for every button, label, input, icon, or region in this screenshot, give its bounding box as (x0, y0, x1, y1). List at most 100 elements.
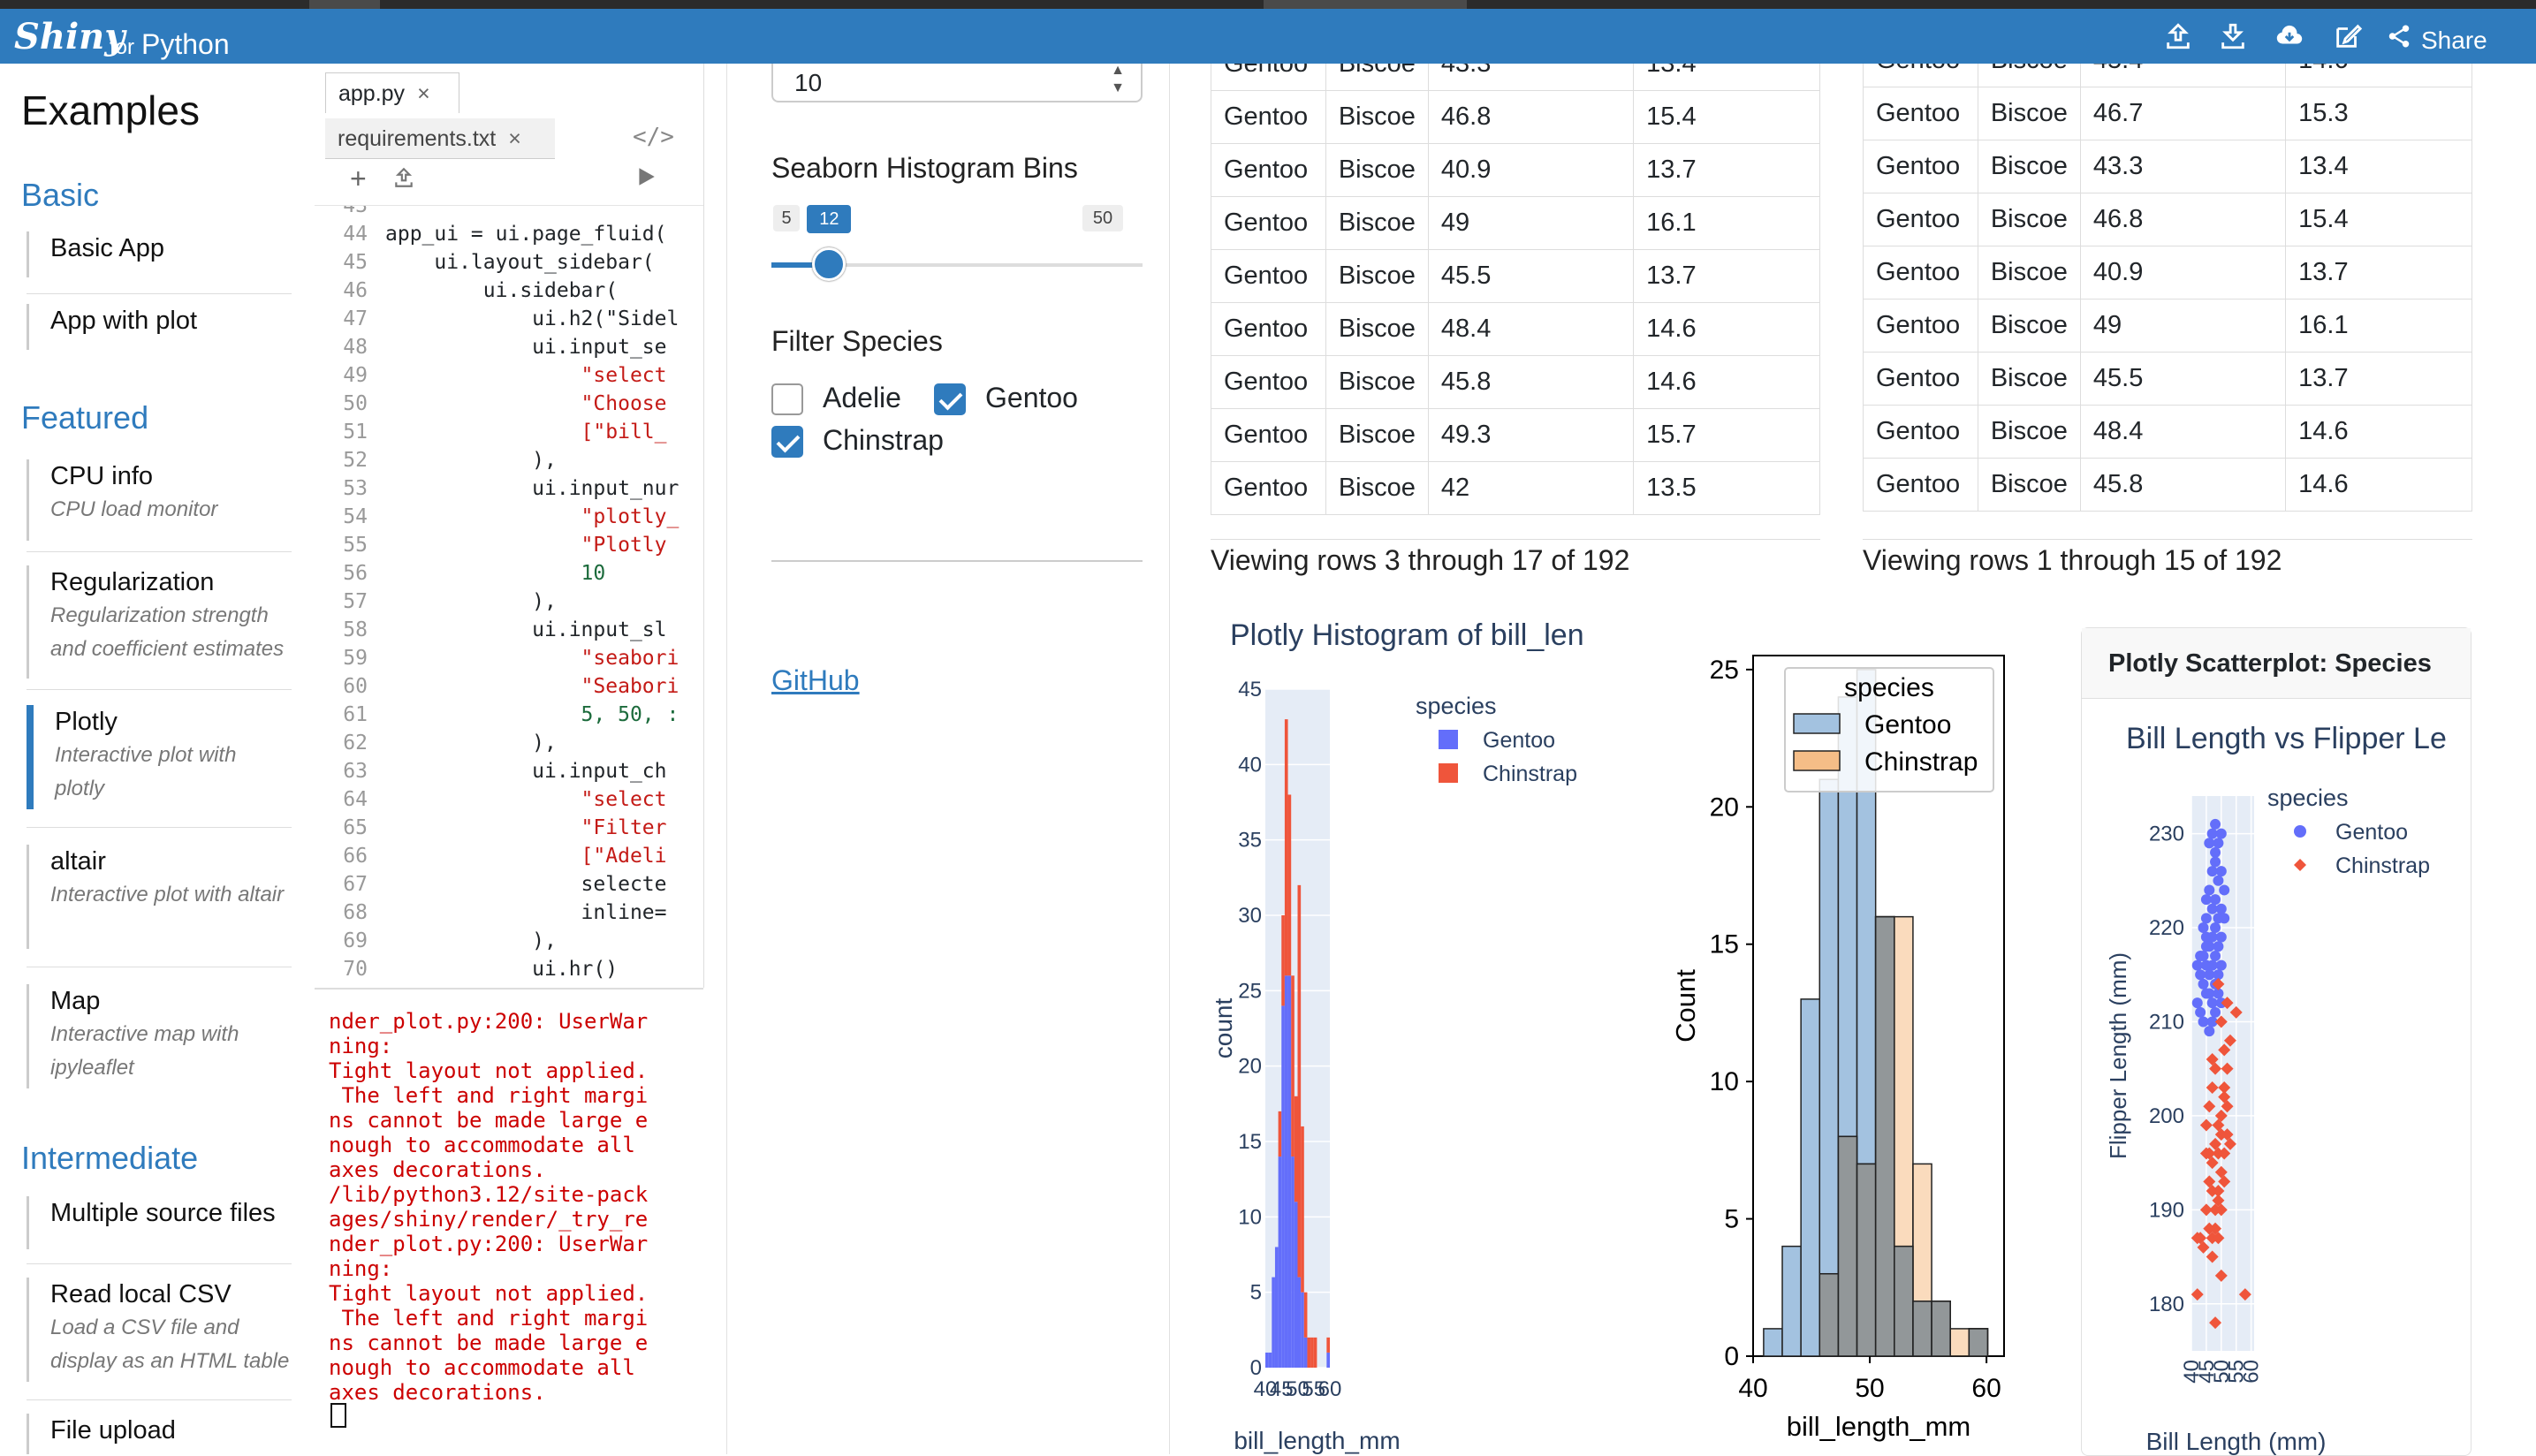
data-table-1[interactable]: Gentoo Biscoe 43.3 13.4 Gentoo Biscoe 46.8 15.4… (1211, 64, 1820, 540)
edit-icon[interactable] (2333, 21, 2363, 51)
tab-app-py[interactable]: app.py × (325, 72, 459, 113)
example-map[interactable]: Map Interactive map with ipyleaflet (27, 984, 292, 1088)
code-line: 63 ui.input_ch (315, 757, 703, 785)
table-cell: Gentoo (1863, 64, 1978, 87)
example-read-local-csv[interactable]: Read local CSV Load a CSV file and displ… (27, 1278, 292, 1382)
share-button[interactable]: Share (2421, 27, 2487, 54)
point-gentoo (2215, 931, 2227, 943)
table-row[interactable]: Gentoo Biscoe 40.9 13.7 (1211, 143, 1820, 197)
add-file-icon[interactable]: + (350, 163, 367, 194)
table-cell: Gentoo (1211, 249, 1326, 303)
x-axis-label: Bill Length (mm) (2146, 1428, 2327, 1455)
example-cpu-info[interactable]: CPU info CPU load monitor (27, 459, 292, 541)
table-row[interactable]: Gentoo Biscoe 49 16.1 (1211, 196, 1820, 250)
table-row[interactable]: Gentoo Biscoe 45.5 13.7 (1211, 249, 1820, 303)
plotly-bins-input[interactable]: 10 ▲ ▼ (771, 63, 1143, 102)
table-row[interactable]: Gentoo Biscoe 43.3 13.4 (1211, 64, 1820, 91)
table-row[interactable]: Gentoo Biscoe 48.4 14.6 (1211, 302, 1820, 356)
table-row[interactable]: Gentoo Biscoe 46.8 15.4 (1211, 90, 1820, 144)
point-chinstrap (2209, 1316, 2222, 1330)
y-tick-label: 45 (1238, 678, 1262, 701)
checkbox-chinstrap[interactable] (771, 426, 803, 458)
point-gentoo (2210, 950, 2221, 961)
bar-overlap (1818, 1272, 1840, 1357)
line-number: 68 (343, 901, 368, 924)
table-cell: 45.5 (1427, 249, 1635, 303)
table-cell: Biscoe (1977, 458, 2081, 512)
shiny-logo[interactable]: Shiny (14, 16, 125, 57)
table-row[interactable]: Gentoo Biscoe 42 13.5 (1211, 461, 1820, 515)
slider-handle[interactable] (812, 247, 847, 281)
y-tick-label: 20 (1238, 1055, 1262, 1079)
github-link[interactable]: GitHub (771, 664, 860, 696)
table-cell: Biscoe (1325, 64, 1429, 91)
code-line: 58 ui.input_sl (315, 616, 703, 644)
table-row[interactable]: Gentoo Biscoe 45.8 14.6 (1863, 458, 2472, 512)
example-regularization[interactable]: Regularization Regularization strength a… (27, 565, 292, 679)
code-text: ui.input_se (385, 336, 667, 359)
bar-overlap (1856, 1163, 1877, 1357)
table-row[interactable]: Gentoo Biscoe 49 16.1 (1863, 299, 2472, 353)
upload-file-icon[interactable] (392, 166, 415, 189)
table-row[interactable]: Gentoo Biscoe 43.3 13.4 (1863, 140, 2472, 193)
code-area[interactable]: 43 44 app_ui = ui.page_fluid(45 ui.layout_… (315, 205, 703, 983)
point-chinstrap (2221, 1128, 2234, 1141)
table-row[interactable]: Gentoo Biscoe 40.9 13.7 (1863, 246, 2472, 300)
table-row[interactable]: Gentoo Biscoe 45.5 13.7 (1863, 352, 2472, 406)
slider-track (771, 263, 1143, 267)
point-gentoo (2215, 903, 2227, 914)
table-cell: Biscoe (1325, 196, 1429, 250)
code-text: selecte (385, 873, 667, 896)
y-tick-label: 35 (1238, 829, 1262, 853)
table-row[interactable]: Gentoo Biscoe 49.3 15.7 (1211, 408, 1820, 462)
code-line: 48 ui.input_se (315, 333, 703, 361)
table-row[interactable]: Gentoo Biscoe 46.7 15.3 (1863, 87, 2472, 140)
example-file-upload[interactable]: File upload (27, 1414, 292, 1454)
example-altair[interactable]: altair Interactive plot with altair (27, 845, 292, 949)
code-view-icon[interactable]: </> (633, 124, 674, 150)
bar-gentoo (1287, 975, 1292, 1368)
x-axis-label: bill_length_mm (1234, 1427, 1400, 1454)
x-axis-label: bill_length_mm (1787, 1411, 1971, 1442)
example-basic-app[interactable]: Basic App (27, 231, 292, 277)
chart-title: Bill Length vs Flipper Le (2126, 722, 2447, 755)
line-number: 55 (343, 534, 368, 557)
table-row[interactable]: Gentoo Biscoe 48.4 14.6 (1863, 405, 2472, 459)
y-tick-label: 200 (2149, 1104, 2184, 1128)
brand-for: for (110, 35, 135, 59)
point-gentoo (2198, 950, 2209, 961)
checkbox-adelie[interactable] (771, 383, 803, 415)
close-icon[interactable]: × (508, 126, 521, 151)
close-icon[interactable]: × (417, 81, 430, 106)
upload-icon[interactable] (2163, 21, 2193, 51)
card-header: Plotly Scatterplot: Species (2082, 628, 2471, 699)
example-plotly[interactable]: Plotly Interactive plot with plotly (27, 705, 292, 809)
stepper-icon[interactable]: ▲ ▼ (1111, 63, 1125, 95)
tab-requirements[interactable]: requirements.txt × (325, 118, 555, 159)
cloud-download-icon[interactable] (2274, 21, 2304, 51)
data-table-2[interactable]: GentooBiscoe45.414.6GentooBiscoe46.715.3… (1863, 64, 2472, 540)
bar-gentoo (1297, 1277, 1302, 1368)
example-title: Multiple source files (50, 1199, 276, 1227)
seaborn-bins-slider[interactable]: 12 (727, 64, 1169, 281)
tab-label: requirements.txt (338, 126, 497, 151)
y-tick-label: 10 (1710, 1067, 1739, 1096)
code-text: "select (385, 788, 667, 811)
plotly-histogram[interactable]: 0510152025303540454045505560bill_length_… (1211, 610, 1670, 1454)
checkbox-gentoo[interactable] (934, 383, 966, 415)
table-cell: 13.4 (2285, 140, 2472, 193)
download-icon[interactable] (2218, 21, 2248, 51)
share-icon[interactable] (2386, 21, 2412, 51)
table-row[interactable]: Gentoo Biscoe 45.8 14.6 (1211, 355, 1820, 409)
tab-label: app.py (338, 81, 406, 106)
run-icon[interactable] (634, 164, 657, 189)
table-row[interactable]: Gentoo Biscoe 46.8 15.4 (1863, 193, 2472, 246)
example-multiple-source-files[interactable]: Multiple source files (27, 1196, 292, 1249)
console-cursor[interactable] (330, 1403, 346, 1428)
table-cell: Gentoo (1211, 143, 1326, 197)
table-cell: 14.6 (2285, 64, 2472, 87)
example-app-with-plot[interactable]: App with plot (27, 304, 292, 350)
